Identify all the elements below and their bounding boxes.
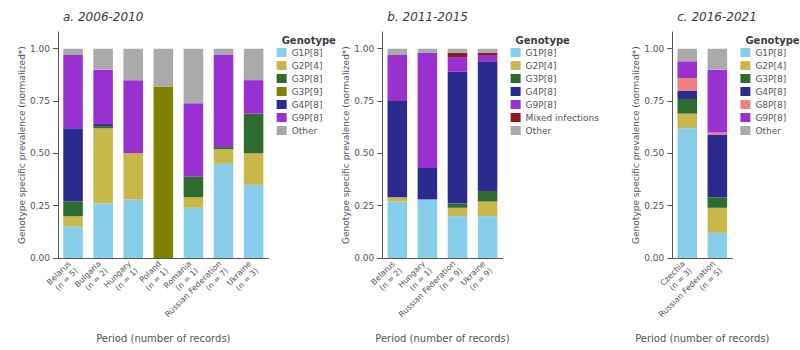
- svg-text:(n = 7): (n = 7): [204, 266, 231, 293]
- svg-text:1.00: 1.00: [644, 44, 664, 54]
- svg-text:(n = 2): (n = 2): [377, 266, 404, 293]
- svg-text:Bulgaria: Bulgaria: [73, 259, 103, 290]
- svg-text:b. 2011-2015: b. 2011-2015: [387, 10, 468, 24]
- svg-text:G4P[8]: G4P[8]: [526, 87, 557, 97]
- svg-text:Genotype: Genotype: [745, 35, 799, 46]
- svg-text:(n = 3): (n = 3): [234, 266, 260, 292]
- svg-text:(n = 1): (n = 1): [114, 266, 140, 292]
- svg-text:G4P[8]: G4P[8]: [292, 100, 323, 110]
- svg-text:Period (number of records): Period (number of records): [375, 333, 509, 344]
- svg-text:(n = 9): (n = 9): [468, 266, 494, 292]
- svg-text:G9P[8]: G9P[8]: [292, 113, 323, 123]
- svg-text:Genotype specific prevalence (: Genotype specific prevalence (normalized…: [17, 46, 27, 244]
- svg-text:G3P[8]: G3P[8]: [526, 74, 557, 84]
- svg-text:(n = 5): (n = 5): [698, 266, 724, 292]
- svg-text:Russian Federation: Russian Federation: [397, 259, 457, 319]
- svg-text:Genotype: Genotype: [516, 35, 570, 46]
- svg-text:Russian Federation: Russian Federation: [163, 259, 223, 319]
- svg-text:G1P[8]: G1P[8]: [755, 48, 786, 58]
- svg-text:Period (number of records): Period (number of records): [635, 333, 769, 344]
- svg-text:a. 2006-2010: a. 2006-2010: [63, 10, 144, 24]
- svg-text:1.00: 1.00: [30, 44, 50, 54]
- svg-text:0.25: 0.25: [354, 201, 374, 211]
- svg-text:0.25: 0.25: [644, 201, 664, 211]
- svg-text:Belarus: Belarus: [369, 259, 397, 287]
- svg-text:(n = 3): (n = 3): [667, 266, 694, 293]
- svg-text:0.75: 0.75: [354, 96, 374, 106]
- svg-text:G3P[9]: G3P[9]: [292, 87, 323, 97]
- svg-text:G9P[8]: G9P[8]: [755, 113, 786, 123]
- svg-text:0.00: 0.00: [354, 253, 374, 263]
- svg-text:Other: Other: [292, 126, 318, 136]
- svg-text:G1P[8]: G1P[8]: [292, 48, 323, 58]
- svg-text:G2P[4]: G2P[4]: [292, 61, 323, 71]
- svg-text:0.75: 0.75: [644, 96, 664, 106]
- svg-text:Russian Federation: Russian Federation: [657, 259, 717, 319]
- svg-text:0.25: 0.25: [30, 201, 50, 211]
- svg-text:Mixed infections: Mixed infections: [526, 113, 600, 123]
- svg-text:Ukraine: Ukraine: [225, 259, 254, 288]
- svg-text:Genotype specific prevalence (: Genotype specific prevalence (normalized…: [341, 46, 351, 244]
- svg-text:(n = 1): (n = 1): [407, 266, 435, 293]
- svg-text:G8P[8]: G8P[8]: [755, 100, 786, 110]
- svg-text:0.00: 0.00: [30, 253, 50, 263]
- svg-text:Hungary: Hungary: [396, 259, 427, 290]
- svg-text:Poland: Poland: [137, 259, 163, 285]
- svg-text:0.50: 0.50: [644, 148, 664, 158]
- svg-text:(n = 9): (n = 9): [437, 266, 465, 293]
- svg-text:Other: Other: [755, 126, 781, 136]
- svg-text:Belarus: Belarus: [45, 259, 73, 287]
- svg-text:(n = 5): (n = 5): [53, 266, 80, 293]
- svg-text:Czechia: Czechia: [658, 259, 687, 288]
- svg-text:Genotype specific prevalence (: Genotype specific prevalence (normalized…: [631, 46, 641, 244]
- svg-text:(n = 2): (n = 2): [83, 266, 110, 293]
- svg-text:c. 2016-2021: c. 2016-2021: [677, 10, 757, 24]
- svg-text:1.00: 1.00: [354, 44, 374, 54]
- svg-text:G4P[8]: G4P[8]: [755, 87, 786, 97]
- svg-text:0.75: 0.75: [30, 96, 50, 106]
- svg-text:Genotype: Genotype: [282, 35, 336, 46]
- svg-text:G3P[8]: G3P[8]: [755, 74, 786, 84]
- svg-text:G3P[8]: G3P[8]: [292, 74, 323, 84]
- svg-text:0.50: 0.50: [30, 148, 50, 158]
- svg-text:Other: Other: [526, 126, 552, 136]
- svg-text:G1P[8]: G1P[8]: [526, 48, 557, 58]
- svg-text:G2P[4]: G2P[4]: [526, 61, 557, 71]
- svg-text:(n = 1): (n = 1): [143, 266, 170, 293]
- svg-text:0.00: 0.00: [644, 253, 664, 263]
- svg-text:Period (number of records): Period (number of records): [96, 333, 230, 344]
- svg-text:Romania: Romania: [162, 259, 194, 291]
- svg-text:G2P[4]: G2P[4]: [755, 61, 786, 71]
- svg-text:G9P[8]: G9P[8]: [526, 100, 557, 110]
- svg-text:Hungary: Hungary: [102, 259, 133, 290]
- svg-text:(n = 1): (n = 1): [173, 266, 201, 293]
- svg-text:0.50: 0.50: [354, 148, 374, 158]
- svg-text:Ukraine: Ukraine: [459, 259, 488, 288]
